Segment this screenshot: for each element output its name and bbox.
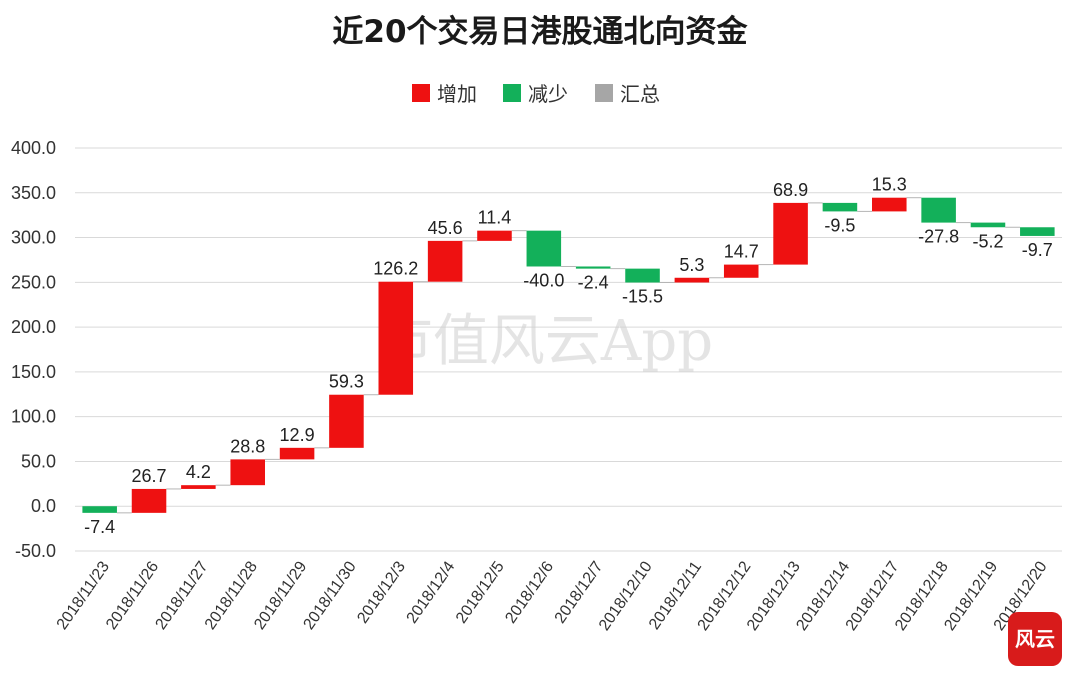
bar-2018-12-3 xyxy=(378,281,414,395)
data-label: 45.6 xyxy=(428,218,463,238)
gridlines xyxy=(75,147,1062,552)
bar-2018-12-11 xyxy=(674,277,710,283)
connector-lines xyxy=(116,197,1021,514)
bar-2018-12-7 xyxy=(575,266,611,269)
x-tick-label: 2018/12/3 xyxy=(354,558,409,626)
x-tick-label: 2018/12/5 xyxy=(453,558,508,626)
y-tick-label: 0.0 xyxy=(31,496,56,516)
y-tick-label: 100.0 xyxy=(11,407,56,427)
data-label: -5.2 xyxy=(972,231,1003,251)
data-label: 126.2 xyxy=(373,259,418,279)
bar-2018-12-6 xyxy=(526,230,562,267)
seal-logo: 风云 xyxy=(1008,612,1062,666)
bar-2018-12-13 xyxy=(773,202,808,265)
legend-swatch-1 xyxy=(503,84,521,102)
y-tick-label: 150.0 xyxy=(11,362,56,382)
y-tick-label: 350.0 xyxy=(11,183,56,203)
bar-2018-11-26 xyxy=(131,488,167,513)
bar-2018-11-23 xyxy=(82,506,117,513)
data-label: -7.4 xyxy=(84,517,115,537)
data-label: -9.7 xyxy=(1022,240,1053,260)
bar-2018-12-10 xyxy=(625,268,660,283)
data-label: -15.5 xyxy=(622,287,663,307)
bar-2018-12-20 xyxy=(1020,227,1055,236)
data-labels: -7.4 26.7 4.2 28.8 12.9 59.3 126.2 45.6 11.4 -40.… xyxy=(84,175,1053,537)
bar-2018-12-12 xyxy=(723,264,759,278)
bar-2018-12-19 xyxy=(970,222,1006,228)
bar-2018-12-14 xyxy=(822,202,858,212)
data-label: -40.0 xyxy=(523,270,564,290)
data-label: 11.4 xyxy=(478,208,512,228)
legend-swatch-2 xyxy=(595,84,613,102)
data-label: -27.8 xyxy=(918,227,959,247)
data-label: 59.3 xyxy=(329,372,364,392)
bar-2018-11-30 xyxy=(329,394,364,448)
y-tick-label: 50.0 xyxy=(21,451,56,471)
data-label: -2.4 xyxy=(578,273,609,293)
x-tick-label: 2018/12/7 xyxy=(552,558,607,626)
seal-background xyxy=(1008,612,1062,666)
watermark: 市值风云App xyxy=(377,309,713,374)
y-tick-label: 400.0 xyxy=(11,138,56,158)
legend: 增加 减少 汇总 xyxy=(412,82,660,106)
data-label: 5.3 xyxy=(679,255,704,275)
legend-label-0: 增加 xyxy=(437,82,477,106)
data-label: 4.2 xyxy=(186,462,211,482)
bar-2018-11-27 xyxy=(181,485,216,489)
data-label: -9.5 xyxy=(824,215,855,235)
legend-swatch-0 xyxy=(412,84,430,102)
legend-label-2: 汇总 xyxy=(620,82,660,106)
data-label: 26.7 xyxy=(132,466,167,486)
chart-title: 近20个交易日港股通北向资金 xyxy=(332,14,748,50)
bar-2018-11-29 xyxy=(279,447,315,460)
y-tick-label: 200.0 xyxy=(11,317,56,337)
bar-2018-12-17 xyxy=(872,197,907,212)
data-label: 15.3 xyxy=(872,175,907,195)
bars xyxy=(82,197,1055,513)
x-tick-label: 2018/12/4 xyxy=(404,558,459,626)
data-label: 28.8 xyxy=(230,436,265,456)
bar-2018-11-28 xyxy=(230,459,265,486)
x-tick-label: 2018/12/6 xyxy=(502,558,557,626)
bar-2018-12-5 xyxy=(477,230,512,241)
y-tick-label: -50.0 xyxy=(15,541,56,561)
y-tick-label: 300.0 xyxy=(11,228,56,248)
x-axis-ticks: 2018/11/232018/11/262018/11/272018/11/28… xyxy=(54,558,1051,633)
seal-text: 风云 xyxy=(1015,627,1055,651)
y-tick-label: 250.0 xyxy=(11,272,56,292)
bar-2018-12-18 xyxy=(921,197,956,223)
y-axis-ticks: 400.0 350.0 300.0 250.0 200.0 150.0 100.0 50.0 0… xyxy=(11,138,56,561)
data-label: 68.9 xyxy=(773,180,808,200)
legend-label-1: 减少 xyxy=(528,82,568,106)
data-label: 12.9 xyxy=(280,425,315,445)
bar-2018-12-4 xyxy=(427,240,463,282)
data-label: 14.7 xyxy=(724,242,759,262)
